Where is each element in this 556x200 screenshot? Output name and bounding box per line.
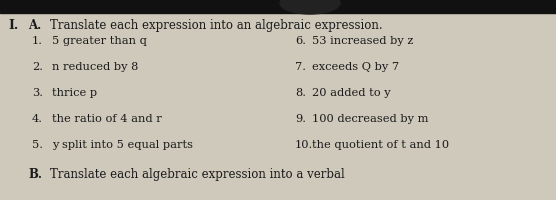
Text: 5.: 5. bbox=[32, 139, 43, 149]
Text: 7.: 7. bbox=[295, 62, 306, 72]
Text: 2.: 2. bbox=[32, 62, 43, 72]
Text: 3.: 3. bbox=[32, 88, 43, 98]
Text: 5 greater than q: 5 greater than q bbox=[52, 36, 147, 46]
Text: thrice p: thrice p bbox=[52, 88, 97, 98]
Text: Translate each algebraic expression into a verbal: Translate each algebraic expression into… bbox=[50, 167, 345, 180]
Text: 4.: 4. bbox=[32, 113, 43, 123]
Text: A.: A. bbox=[28, 19, 41, 32]
Text: the ratio of 4 and r: the ratio of 4 and r bbox=[52, 113, 162, 123]
Text: 10.: 10. bbox=[295, 139, 313, 149]
Text: 53 increased by z: 53 increased by z bbox=[312, 36, 413, 46]
Text: 6.: 6. bbox=[295, 36, 306, 46]
Text: 1.: 1. bbox=[32, 36, 43, 46]
Text: 100 decreased by m: 100 decreased by m bbox=[312, 113, 429, 123]
Ellipse shape bbox=[280, 0, 340, 15]
Text: y split into 5 equal parts: y split into 5 equal parts bbox=[52, 139, 193, 149]
Text: n reduced by 8: n reduced by 8 bbox=[52, 62, 138, 72]
Text: 20 added to y: 20 added to y bbox=[312, 88, 391, 98]
Text: the quotient of t and 10: the quotient of t and 10 bbox=[312, 139, 449, 149]
Text: exceeds Q by 7: exceeds Q by 7 bbox=[312, 62, 399, 72]
Text: 9.: 9. bbox=[295, 113, 306, 123]
Text: B.: B. bbox=[28, 167, 42, 180]
Bar bbox=[0, 0, 556, 14]
Text: I.: I. bbox=[8, 19, 18, 32]
Text: 8.: 8. bbox=[295, 88, 306, 98]
Text: Translate each expression into an algebraic expression.: Translate each expression into an algebr… bbox=[50, 19, 383, 32]
